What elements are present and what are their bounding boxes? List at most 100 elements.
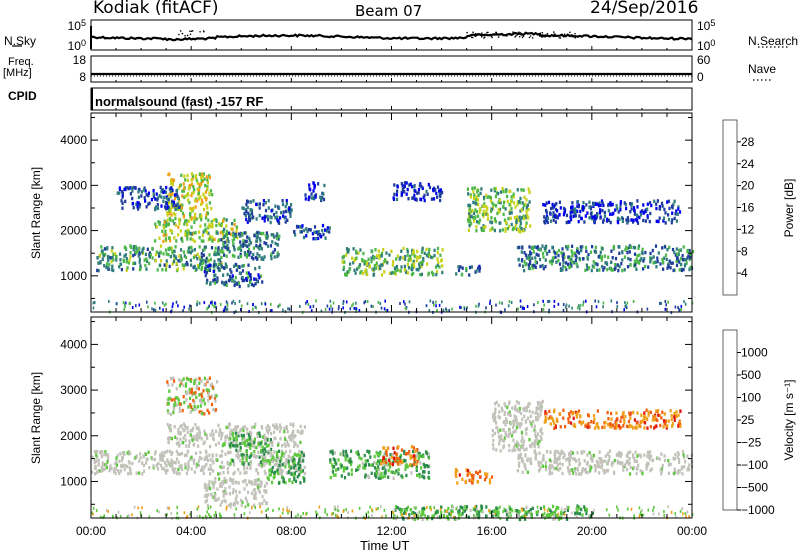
velocity-cell <box>242 480 245 484</box>
power-cell <box>393 183 396 187</box>
power-cell <box>174 223 177 227</box>
velocity-cell <box>648 457 651 461</box>
velocity-cell <box>195 451 198 455</box>
power-cell <box>480 228 483 233</box>
power-cell <box>674 253 677 257</box>
power-cell <box>270 209 273 213</box>
velocity-cell <box>272 455 275 460</box>
velocity-cell <box>503 411 506 415</box>
velocity-cell <box>663 422 666 426</box>
power-cell <box>197 191 200 195</box>
power-cell <box>210 206 213 211</box>
power-cell <box>673 250 676 255</box>
velocity-cell <box>248 444 251 449</box>
nsearch-dot <box>511 33 513 36</box>
velocity-cell <box>167 436 170 441</box>
power-cell <box>175 203 178 208</box>
power-noise-cell <box>233 311 236 315</box>
power-cell <box>181 263 184 267</box>
power-cell <box>685 258 688 262</box>
power-cell <box>154 252 158 257</box>
velocity-cell <box>293 475 296 479</box>
velocity-cell <box>129 451 132 456</box>
power-cell <box>477 188 480 193</box>
velocity-cell <box>240 433 243 438</box>
power-cell <box>206 178 209 182</box>
velocity-cell <box>574 467 577 471</box>
power-cell <box>477 214 480 218</box>
power-cell <box>186 250 189 254</box>
velocity-cell <box>504 431 507 435</box>
velocity-cell <box>268 449 271 453</box>
power-cell <box>170 229 173 233</box>
power-cell <box>146 247 149 251</box>
velocity-cell <box>301 469 304 473</box>
power-cell <box>596 212 599 216</box>
velocity-cell <box>604 454 607 458</box>
velocity-cell <box>600 464 604 468</box>
power-cell <box>121 193 124 197</box>
power-cell <box>637 260 641 264</box>
power-cell <box>304 197 307 201</box>
power-cell <box>467 192 470 196</box>
velocity-cell <box>639 453 642 457</box>
velocity-cell <box>250 431 253 435</box>
power-cell <box>256 245 260 249</box>
power-cell <box>362 259 365 263</box>
velocity-cell <box>237 468 240 472</box>
power-cell <box>278 234 281 239</box>
power-noise-cell <box>585 299 587 303</box>
power-cell <box>199 195 202 199</box>
power-cell <box>124 253 127 257</box>
power-cell <box>244 243 247 247</box>
velocity-cell <box>427 464 430 469</box>
power-cell <box>132 206 135 210</box>
velocity-cell <box>598 450 601 454</box>
velocity-cell <box>375 475 378 479</box>
power-cell <box>225 280 228 284</box>
velocity-noise-cell <box>128 514 130 518</box>
velocity-cell <box>651 418 654 422</box>
power-noise-cell <box>108 299 110 303</box>
power-noise-cell <box>616 301 618 305</box>
velocity-cell <box>472 474 475 478</box>
power-cell <box>482 228 485 232</box>
velocity-cell <box>198 431 201 435</box>
power-cell <box>208 237 211 241</box>
power-cell <box>541 263 544 268</box>
velocity-cell <box>643 411 646 415</box>
velocity-cell <box>508 448 511 453</box>
power-cell <box>544 203 547 207</box>
velocity-cell <box>674 452 677 457</box>
power-noise-cell <box>432 300 434 304</box>
nsearch-dot <box>543 34 545 36</box>
power-cell <box>651 248 654 253</box>
velocity-cell <box>552 517 555 521</box>
power-cell <box>168 200 171 205</box>
power-noise-cell <box>175 300 178 304</box>
velocity-cell <box>168 449 171 454</box>
power-cell <box>663 256 666 260</box>
velocity-cell <box>96 449 99 454</box>
power-cell <box>672 202 675 207</box>
velocity-cell <box>649 450 652 454</box>
power-cell <box>676 257 679 261</box>
power-cell <box>137 195 140 199</box>
power-cell <box>501 228 504 232</box>
velocity-cell <box>494 415 497 420</box>
power-cell <box>620 261 623 266</box>
velocity-cell <box>268 459 271 463</box>
velocity-cell <box>356 450 360 454</box>
power-cell <box>190 225 193 229</box>
velocity-cell <box>255 445 258 450</box>
power-cell <box>482 195 486 200</box>
power-cell <box>187 219 190 223</box>
power-cell <box>636 260 639 264</box>
power-noise-cell <box>460 306 463 310</box>
velocity-cell <box>227 425 230 430</box>
power-cell <box>233 237 236 241</box>
power-cell <box>676 252 679 256</box>
velocity-cell <box>173 405 176 409</box>
power-cell <box>418 183 421 188</box>
velocity-cell <box>627 459 630 463</box>
